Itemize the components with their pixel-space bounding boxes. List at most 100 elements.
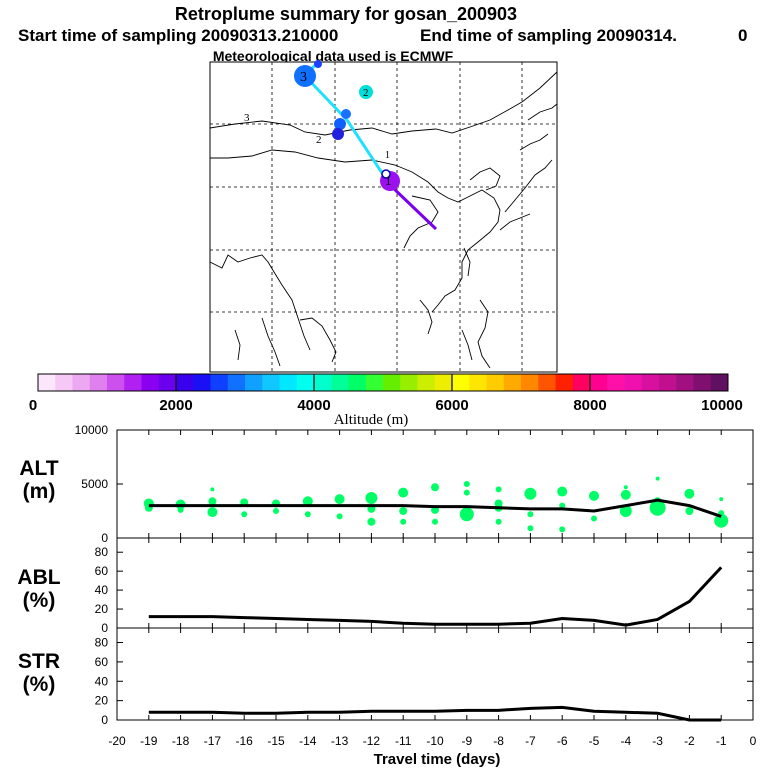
colorbar-swatch [245, 374, 263, 391]
altitude-cluster-point [684, 488, 695, 499]
altitude-cluster-point [365, 492, 378, 505]
x-tick-label: -13 [331, 734, 349, 748]
y-tick-label: 60 [95, 564, 109, 578]
colorbar-swatch [314, 374, 332, 391]
altitude-cluster-point [714, 513, 729, 528]
altitude-cluster-point [398, 487, 409, 498]
figure-title: Retroplume summary for gosan_200903 [175, 4, 517, 24]
colorbar-swatch [348, 374, 367, 391]
colorbar-swatch [555, 374, 574, 391]
plume-clusters [294, 60, 400, 191]
x-tick-label: -11 [395, 734, 412, 748]
colorbar-swatch [417, 374, 436, 391]
colorbar-swatch [296, 374, 315, 391]
colorbar-swatch [365, 374, 384, 391]
colorbar-tick-label: 8000 [573, 397, 606, 414]
y-tick-label: 80 [95, 545, 109, 559]
colorbar-swatch [469, 374, 487, 391]
altitude-cluster-point [304, 511, 311, 518]
altitude-cluster-point [655, 476, 660, 481]
altitude-cluster-point [336, 513, 343, 520]
altitude-cluster-point [495, 518, 502, 525]
x-tick-label: -12 [363, 734, 381, 748]
abl-panel-frame [116, 537, 754, 629]
colorbar-swatch [400, 374, 418, 391]
altitude-cluster-point [302, 496, 313, 507]
colorbar-swatch [227, 374, 246, 391]
altitude-cluster-point [459, 507, 474, 522]
y-tick-label: 0 [101, 621, 108, 635]
cluster-marker-3 [294, 65, 316, 87]
plume-label: 3 [244, 112, 250, 124]
colorbar-swatch [193, 374, 211, 391]
str-panel-frame [116, 627, 754, 721]
mean-altitude-line [148, 498, 722, 518]
y-tick-label: 0 [101, 713, 108, 727]
x-tick-label: -15 [267, 734, 285, 748]
altitude-cluster-point [649, 499, 666, 516]
y-tick-label: 20 [95, 694, 109, 708]
cluster-marker-2a [341, 109, 351, 119]
plume-label: 2 [363, 87, 369, 99]
colorbar-swatch [641, 374, 660, 391]
colorbar-swatch [676, 374, 694, 391]
colorbar-swatch [710, 374, 729, 391]
altitude-cluster-point [524, 487, 537, 500]
colorbar-tick-label: 10000 [701, 397, 743, 414]
end-time-suffix: 0 [738, 26, 747, 45]
x-tick-label: -18 [172, 734, 190, 748]
x-tick-label: -16 [236, 734, 254, 748]
trajectory-segment-low [388, 183, 438, 231]
cluster-marker-2b [334, 118, 346, 130]
altitude-cluster-point [208, 497, 217, 506]
colorbar-swatch [383, 374, 401, 391]
x-tick-label: -17 [204, 734, 222, 748]
altitude-cluster-point [334, 494, 345, 505]
x-tick-label: -2 [684, 734, 695, 748]
colorbar-swatch [72, 374, 91, 391]
str-fraction-line [148, 705, 722, 722]
x-axis-label: Travel time (days) [374, 751, 501, 768]
y-tick-label: 20 [95, 602, 109, 616]
abl-panel: 80 60 40 20 0 ABL(%) [17, 537, 754, 635]
map-gridlines [210, 62, 557, 372]
y-tick-label: 40 [95, 674, 109, 688]
alt-panel-label: ALT [19, 457, 58, 480]
map-panel: 1 2 3 1 2 3 [209, 60, 558, 373]
abl-fraction-line [148, 566, 723, 627]
colorbar-frame [37, 373, 729, 392]
colorbar-tick-label: 4000 [297, 397, 330, 414]
y-tick-label: 40 [95, 583, 109, 597]
altitude-cluster-point [557, 486, 568, 497]
colorbar-swatch [38, 374, 56, 391]
altitude-cluster-point [559, 526, 566, 533]
plume-label: 1 [385, 173, 392, 188]
y-tick-label: 10000 [75, 423, 109, 437]
colorbar-swatch [452, 374, 470, 391]
altitude-cluster-point [210, 487, 215, 492]
cluster-marker-top [314, 60, 322, 68]
colorbar-swatch [141, 374, 160, 391]
colorbar-swatch [107, 374, 125, 391]
altitude-cluster-point [559, 502, 566, 509]
y-tick-label: 0 [101, 531, 108, 545]
altitude-cluster-point [591, 515, 597, 522]
colorbar-tick-label: 6000 [435, 397, 468, 414]
altitude-cluster-point [399, 507, 408, 515]
colorbar-tick-label: 0 [29, 397, 37, 414]
y-tick-label: 80 [95, 636, 109, 650]
altitude-cluster-point [273, 508, 279, 514]
altitude-cluster-point [463, 481, 470, 487]
x-tick-label: -8 [493, 734, 504, 748]
x-tick-label: -1 [716, 734, 727, 748]
x-tick-label: -20 [108, 734, 126, 748]
altitude-cluster-point [400, 518, 407, 525]
y-tick-label: 60 [95, 655, 109, 669]
altitude-colorbar: 0 2000 4000 6000 8000 10000 [29, 373, 743, 414]
x-tick-label: 0 [750, 734, 757, 748]
altitude-cluster-point [620, 489, 631, 500]
altitude-cluster-point [589, 490, 599, 501]
map-coastlines [209, 71, 558, 369]
altitude-cluster-point [527, 511, 534, 518]
